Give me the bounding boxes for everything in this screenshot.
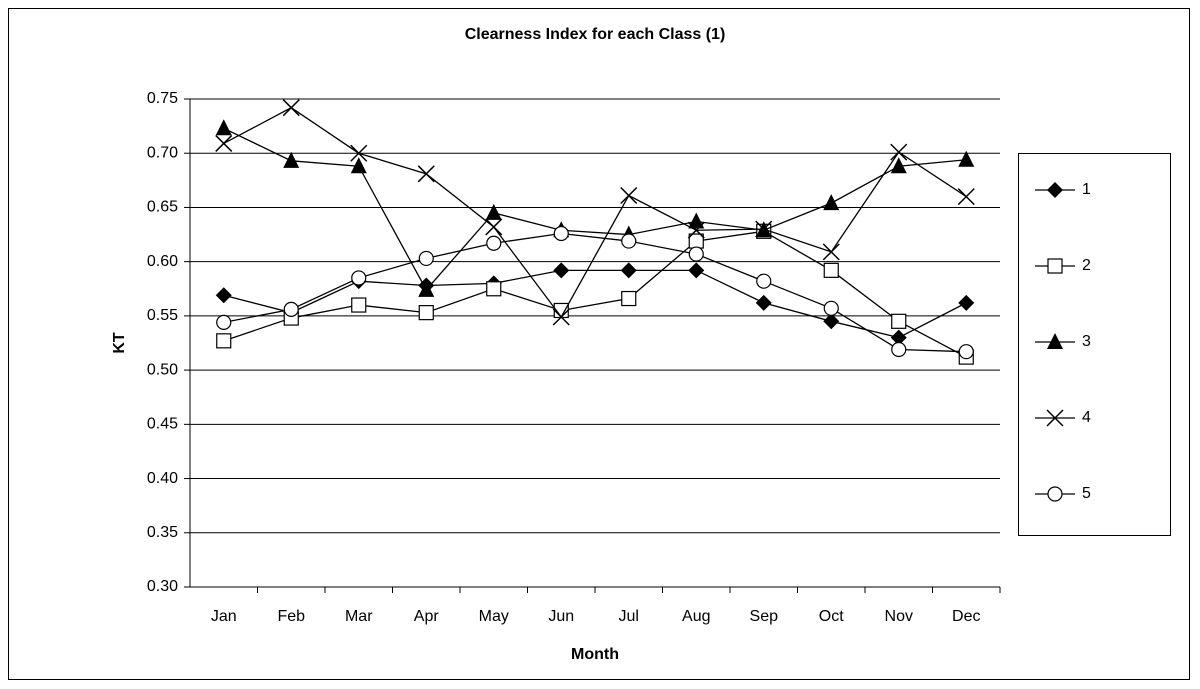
legend-marker <box>1047 258 1063 274</box>
series-line <box>223 269 967 339</box>
marker-square <box>351 297 367 313</box>
marker-square <box>418 305 434 321</box>
marker-diamond <box>823 313 840 330</box>
marker-x <box>822 243 840 261</box>
marker-triangle <box>688 212 705 229</box>
marker-x <box>417 165 435 183</box>
marker-triangle <box>958 150 975 167</box>
marker-circle <box>958 344 974 360</box>
marker-diamond <box>620 262 637 279</box>
marker-triangle <box>350 157 367 174</box>
x-tick-label: Jul <box>619 608 639 625</box>
marker-x <box>755 220 773 238</box>
marker-diamond <box>688 262 705 279</box>
y-tick-label: 0.50 <box>147 361 178 378</box>
marker-x <box>350 144 368 162</box>
x-tick-label: Nov <box>885 608 913 625</box>
series-line <box>223 230 967 358</box>
x-tick-label: Jan <box>211 608 237 625</box>
marker-circle <box>351 270 367 286</box>
y-axis-title: KT <box>111 332 128 354</box>
marker-circle <box>823 300 839 316</box>
marker-triangle <box>823 194 840 211</box>
marker-triangle <box>485 203 502 220</box>
marker-circle <box>756 273 772 289</box>
marker-square <box>621 290 637 307</box>
y-tick-label: 0.35 <box>147 524 178 541</box>
marker-circle <box>418 250 434 267</box>
legend-label: 4 <box>1082 409 1091 426</box>
marker-square <box>486 281 502 297</box>
marker-x <box>282 99 300 117</box>
marker-triangle <box>215 119 232 136</box>
y-tick-label: 0.55 <box>147 307 178 324</box>
marker-x <box>485 218 503 236</box>
y-tick-label: 0.30 <box>147 578 178 595</box>
marker-circle <box>216 314 232 330</box>
legend-marker <box>1046 409 1064 427</box>
y-tick-label: 0.45 <box>147 416 178 433</box>
marker-triangle <box>890 157 907 174</box>
series-line <box>223 106 967 319</box>
y-tick-label: 0.65 <box>147 199 178 216</box>
x-axis-title: Month <box>571 646 619 663</box>
x-tick-label: Aug <box>682 608 710 625</box>
x-tick-label: May <box>479 608 509 625</box>
marker-circle <box>283 301 299 317</box>
x-tick-label: Dec <box>952 608 980 625</box>
marker-x <box>957 188 975 206</box>
marker-square <box>823 262 839 278</box>
legend-label: 1 <box>1082 181 1091 198</box>
x-tick-label: Sep <box>750 608 779 625</box>
chart-border <box>8 8 1190 680</box>
x-tick-label: Apr <box>414 608 440 625</box>
y-tick-label: 0.40 <box>147 470 178 487</box>
marker-x <box>620 186 638 205</box>
x-tick-label: Jun <box>548 608 574 625</box>
marker-x <box>552 308 570 326</box>
y-tick-label: 0.70 <box>147 144 178 161</box>
marker-diamond <box>755 294 772 311</box>
legend-label: 2 <box>1082 257 1091 274</box>
marker-triangle <box>418 280 435 297</box>
legend-box <box>1018 153 1171 536</box>
marker-diamond <box>215 287 232 304</box>
marker-circle <box>486 235 502 251</box>
marker-x <box>215 134 233 152</box>
y-tick-label: 0.75 <box>147 90 178 107</box>
marker-x <box>890 143 908 161</box>
marker-circle <box>891 341 907 358</box>
marker-circle <box>553 225 569 242</box>
chart-title: Clearness Index for each Class (1) <box>465 26 726 43</box>
legend-marker <box>1047 333 1063 349</box>
x-tick-label: Oct <box>819 608 844 625</box>
marker-square <box>216 333 232 349</box>
series-line <box>223 127 967 291</box>
y-tick-label: 0.60 <box>147 253 178 270</box>
marker-diamond <box>890 329 907 346</box>
marker-square <box>891 313 907 329</box>
marker-diamond <box>553 262 570 279</box>
marker-circle <box>621 233 637 249</box>
marker-triangle <box>283 151 300 168</box>
legend-marker <box>1047 182 1063 198</box>
legend-marker <box>1047 486 1063 502</box>
marker-x <box>687 221 705 239</box>
x-tick-label: Feb <box>277 608 305 625</box>
legend-label: 5 <box>1082 485 1091 502</box>
marker-diamond <box>958 294 975 311</box>
legend-label: 3 <box>1082 333 1091 350</box>
series-line <box>223 232 967 353</box>
marker-circle <box>688 246 704 262</box>
x-tick-label: Mar <box>345 608 373 625</box>
